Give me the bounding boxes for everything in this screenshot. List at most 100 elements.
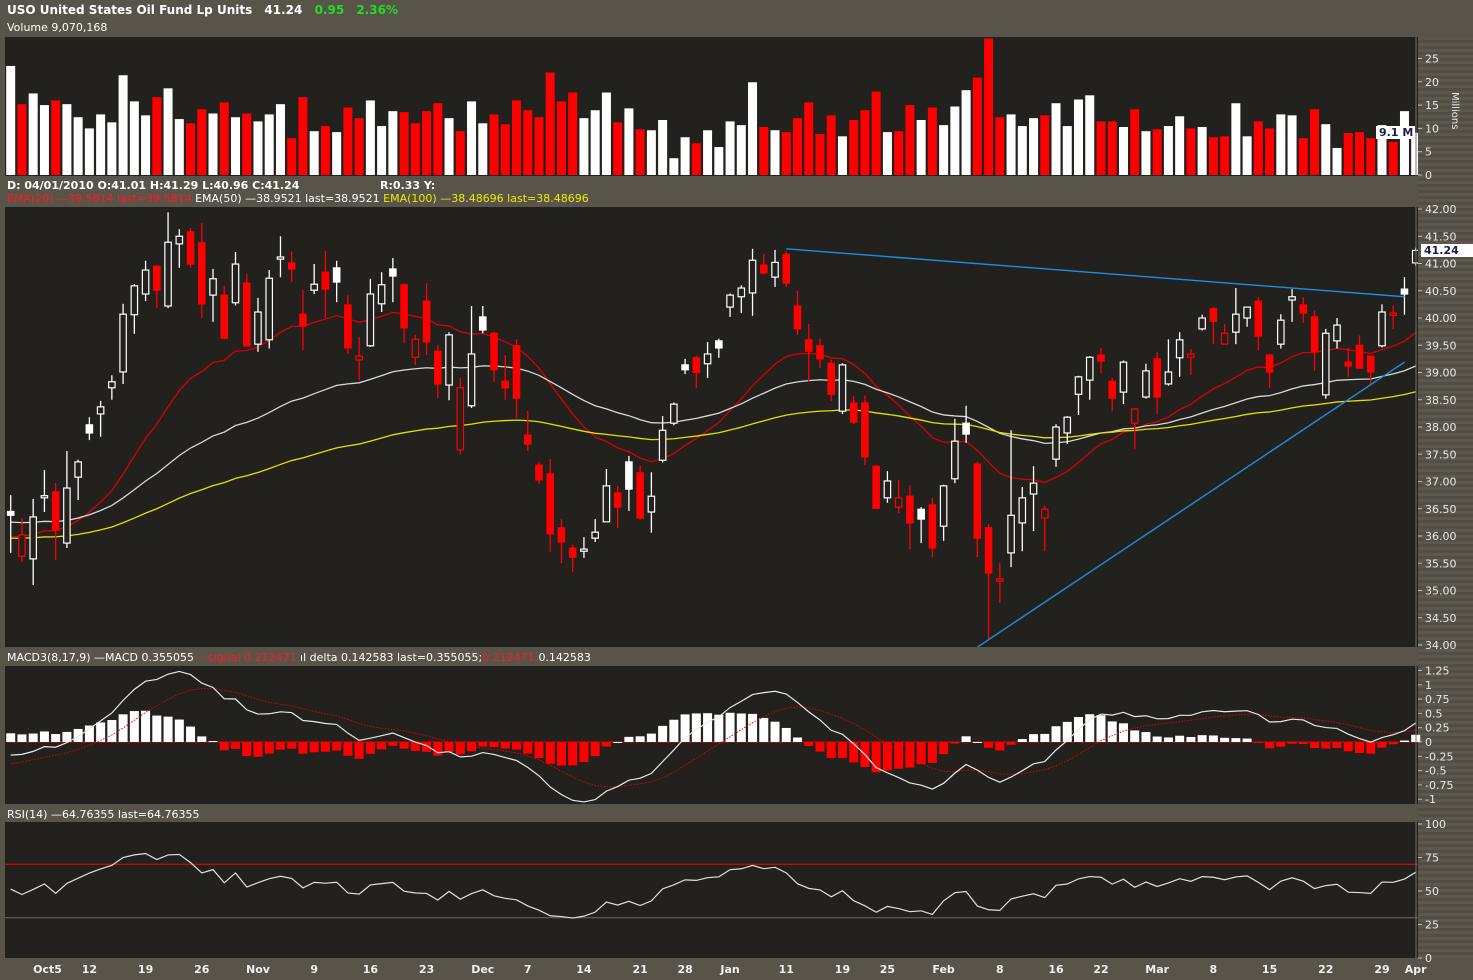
- macd-histogram-bar: [1276, 742, 1286, 747]
- volume-bar: [129, 101, 139, 175]
- volume-tick-label: 15: [1425, 99, 1439, 112]
- x-tick-label: 19: [138, 963, 153, 976]
- volume-bar: [433, 103, 443, 175]
- open-readout: O:41.01: [97, 179, 147, 192]
- candle-body: [1243, 306, 1251, 319]
- macd-histogram-bar: [62, 731, 72, 742]
- macd-histogram-bar: [500, 742, 510, 749]
- volume-bar: [961, 90, 971, 175]
- macd-histogram-bar: [39, 731, 49, 742]
- volume-bar: [837, 136, 847, 175]
- x-tick-label: 23: [419, 963, 434, 976]
- candle-body: [647, 495, 656, 513]
- candle-body: [1198, 317, 1206, 330]
- volume-bar: [1006, 114, 1016, 175]
- macd-histogram-bar: [950, 742, 960, 744]
- x-tick-label: 28: [677, 963, 692, 976]
- volume-bar: [1310, 109, 1320, 175]
- macd-histogram-bar: [736, 713, 746, 742]
- volume-bar: [894, 131, 904, 175]
- price-tick-label: 42.00: [1425, 203, 1457, 216]
- macd-histogram-bar: [759, 717, 769, 742]
- macd-histogram-bar: [253, 742, 263, 757]
- volume-bar: [174, 119, 184, 175]
- candle-body: [1232, 313, 1240, 333]
- macd-histogram-bar: [28, 733, 38, 742]
- x-tick-label: 29: [1374, 963, 1389, 976]
- rsi-tick-label: 100: [1425, 818, 1446, 831]
- candle-body: [411, 338, 420, 358]
- candle-body: [1321, 332, 1330, 396]
- macd-histogram-bar: [1242, 738, 1252, 742]
- volume-bar: [467, 101, 477, 175]
- macd-histogram-bar: [714, 714, 724, 742]
- macd-histogram-bar: [1006, 742, 1016, 745]
- macd-title: MACD3(8,17,9): [7, 651, 91, 664]
- candle-body: [422, 300, 431, 343]
- rsi-panel[interactable]: [5, 822, 1418, 958]
- volume-bar: [770, 130, 780, 175]
- macd-tick-label: 0: [1425, 736, 1432, 749]
- volume-bar: [568, 92, 578, 175]
- x-tick-label: 21: [632, 963, 647, 976]
- candle-body: [63, 487, 71, 544]
- volume-bar: [141, 115, 151, 175]
- volume-bar: [51, 100, 61, 175]
- macd-histogram-bar: [186, 726, 196, 742]
- macd-line: [10, 670, 1417, 803]
- candle-body: [108, 381, 116, 389]
- candle-body: [96, 406, 105, 415]
- volume-bar: [208, 113, 218, 175]
- volume-bar: [826, 115, 836, 175]
- ohlc-readout: D: 04/01/2010 O:41.01 H:41.29 L:40.96 C:…: [7, 179, 299, 192]
- macd-histogram-bar: [624, 736, 634, 742]
- candle-body: [490, 332, 498, 371]
- candle-body: [355, 355, 363, 361]
- candle-body: [670, 403, 678, 424]
- macd-histogram-bar: [849, 742, 859, 763]
- volume-bar: [500, 124, 510, 175]
- volume-bar: [882, 132, 892, 175]
- candle-body: [265, 277, 274, 341]
- candle-body: [771, 261, 779, 278]
- macd-histogram-bar: [635, 736, 645, 742]
- volume-bar: [298, 97, 308, 175]
- macd-histogram-bar: [6, 733, 16, 742]
- macd-histogram-bar: [1175, 735, 1185, 742]
- candle-body: [141, 269, 150, 295]
- x-tick-label: 19: [835, 963, 850, 976]
- macd-histogram-bar: [1118, 723, 1128, 742]
- volume-bar: [96, 114, 106, 175]
- candle-body: [658, 429, 667, 461]
- macd-histogram-bar: [1399, 740, 1409, 742]
- x-tick-label: 8: [1210, 963, 1218, 976]
- candle-body: [816, 345, 824, 360]
- volume-bar: [264, 114, 274, 175]
- volume-bar: [343, 107, 353, 175]
- volume-bar: [186, 123, 196, 175]
- ema-legend: EMA(20) —39.5814 last=39.5814 EMA(50) —3…: [7, 192, 589, 205]
- candle-body: [344, 304, 352, 349]
- candle-body: [1074, 376, 1083, 395]
- ema100-legend: EMA(100) —38.48696 last=38.48696: [383, 192, 589, 205]
- x-tick-label: 11: [779, 963, 794, 976]
- macd-histogram-bar: [129, 711, 139, 742]
- volume-bar: [1287, 115, 1297, 175]
- candle-body: [827, 362, 836, 395]
- price-plot: [6, 212, 1418, 647]
- macd-histogram-bar: [467, 742, 477, 752]
- candle-body: [883, 480, 892, 499]
- right-price-axis[interactable]: [1418, 37, 1473, 958]
- macd-histogram-bar: [545, 742, 555, 764]
- volume-bar: [118, 75, 128, 175]
- macd-histogram-bar: [781, 727, 791, 742]
- volume-bar: [1321, 124, 1331, 175]
- candle-body: [535, 464, 543, 481]
- macd-histogram-bar: [1085, 714, 1095, 742]
- candle-body: [861, 402, 869, 458]
- macd-histogram-bar: [17, 734, 27, 742]
- candle-body: [310, 283, 318, 291]
- volume-bar: [995, 117, 1005, 175]
- candle-body: [1220, 332, 1229, 345]
